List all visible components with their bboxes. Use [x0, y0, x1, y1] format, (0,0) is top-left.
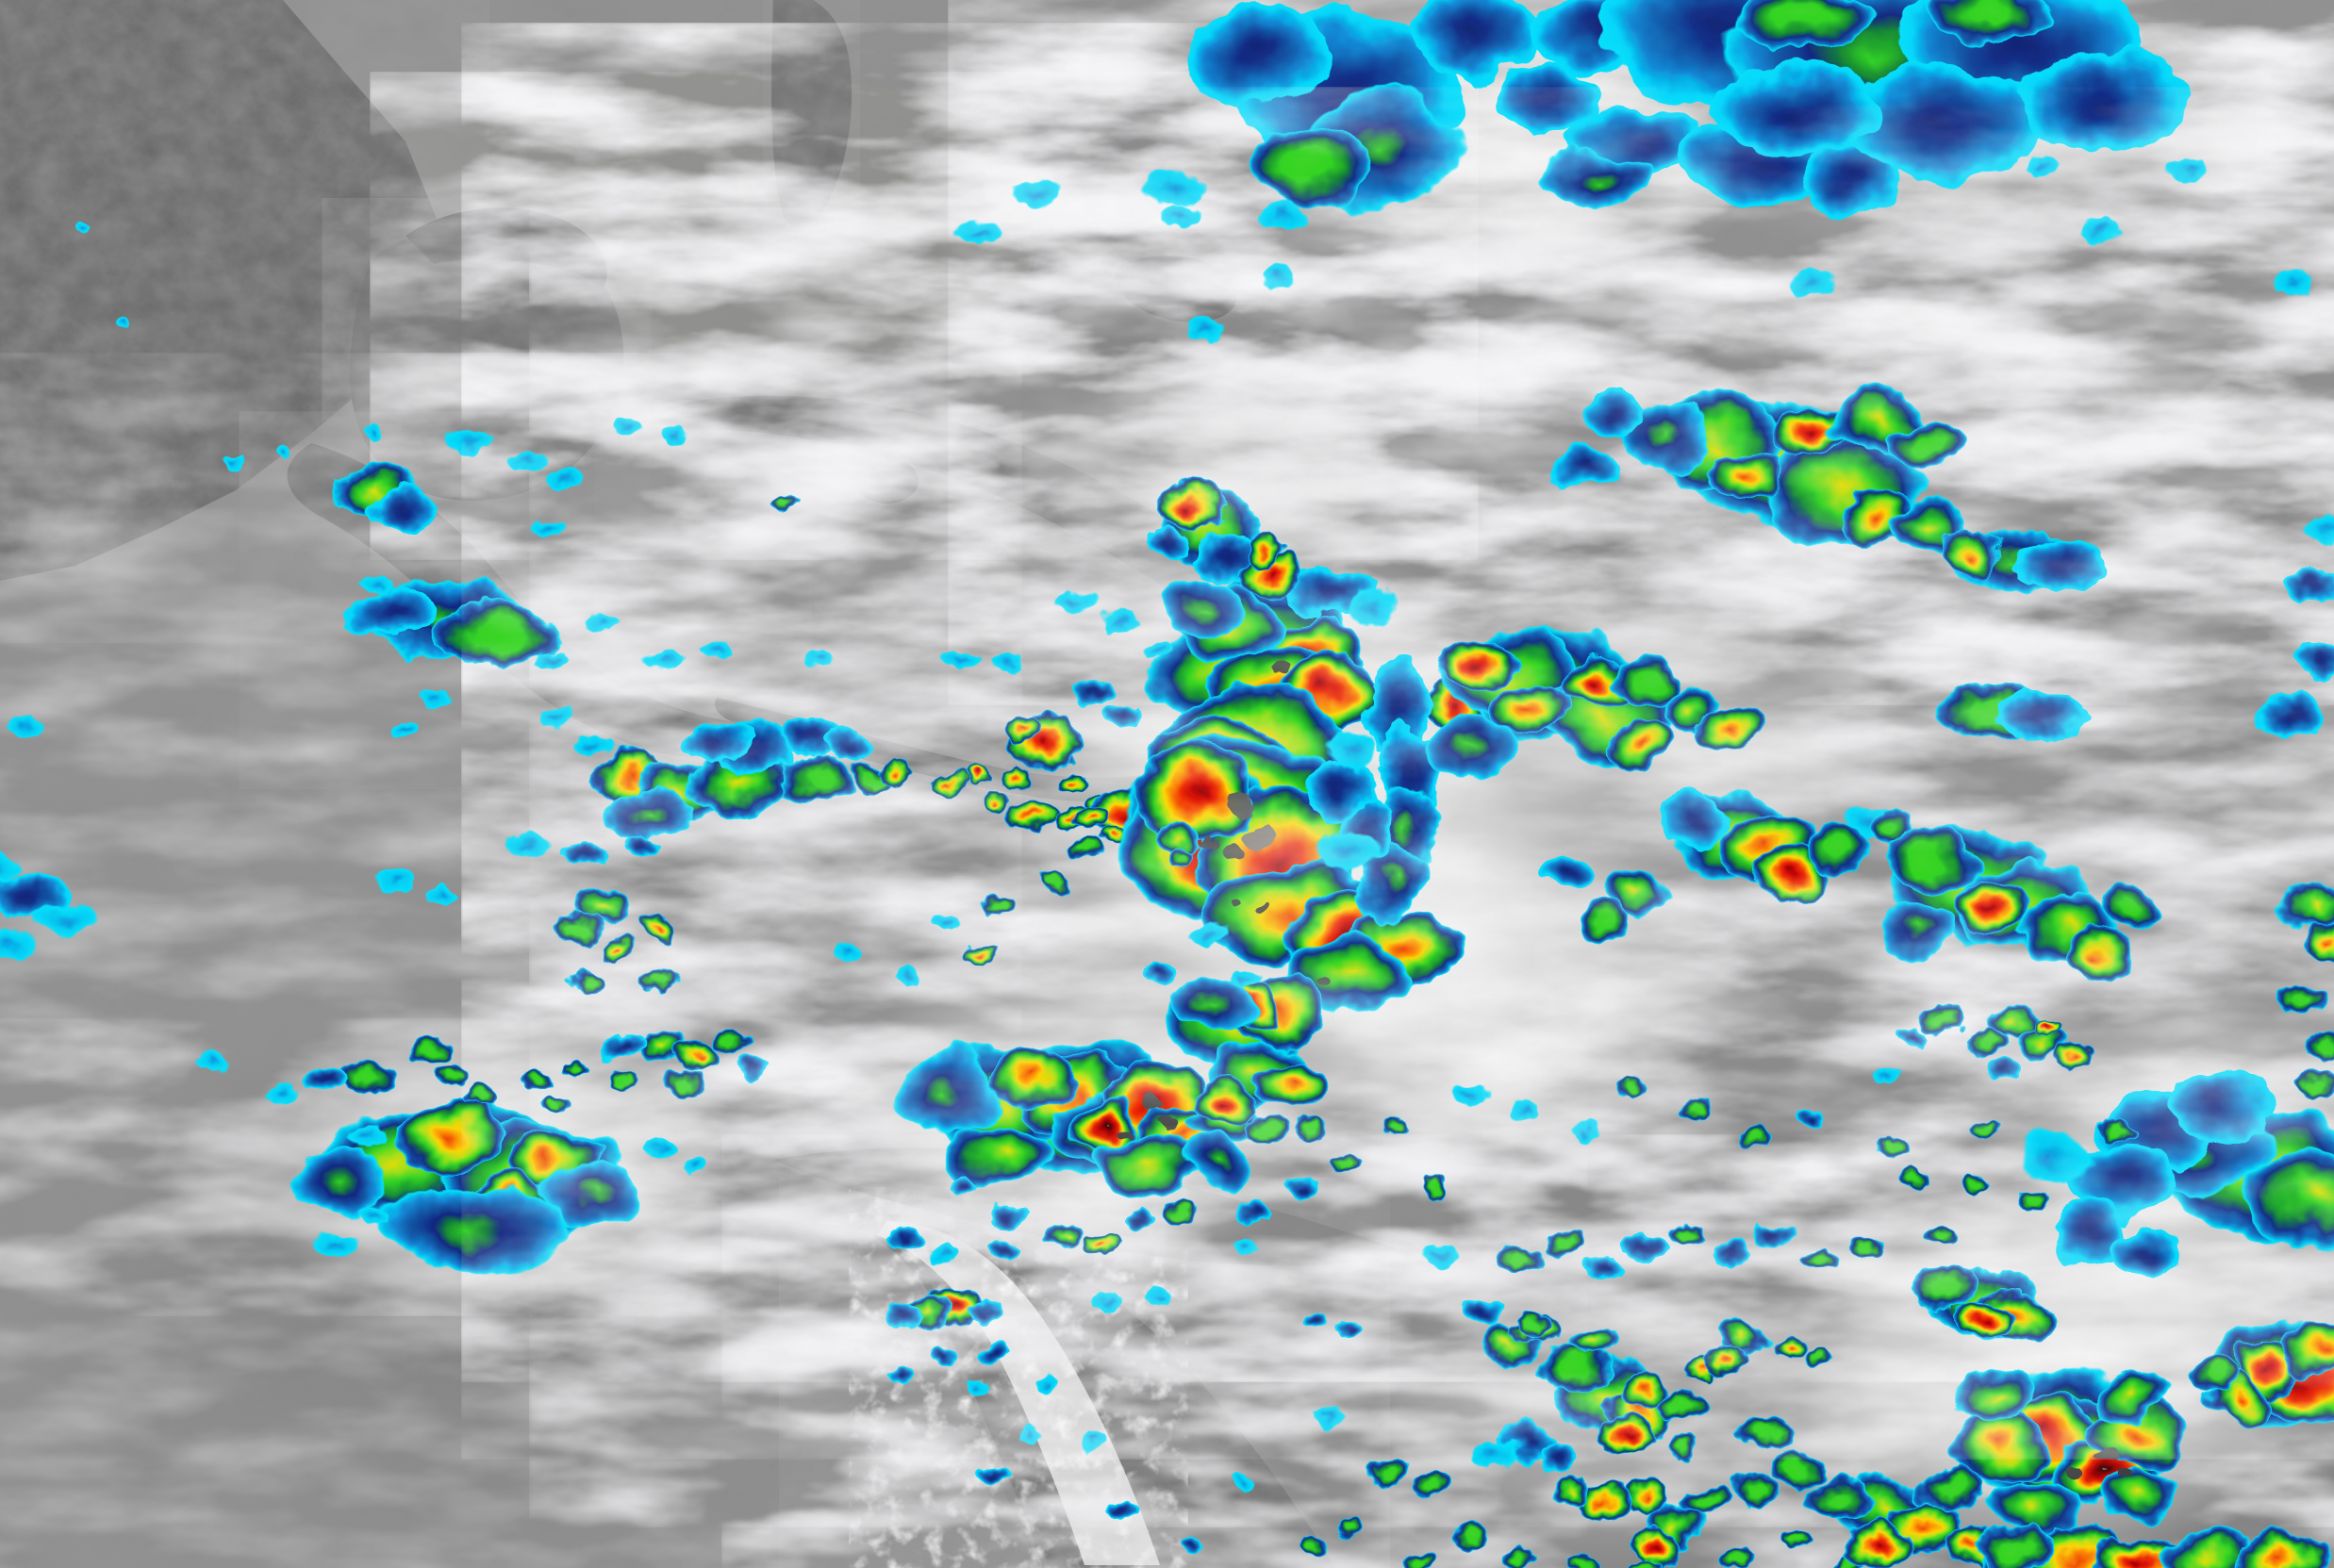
- satellite-image-viewport: color-enhanced-infrared-satellite-image …: [0, 0, 2334, 1568]
- satellite-infrared-image: [0, 0, 2334, 1568]
- sensor-noise: [0, 0, 2334, 1568]
